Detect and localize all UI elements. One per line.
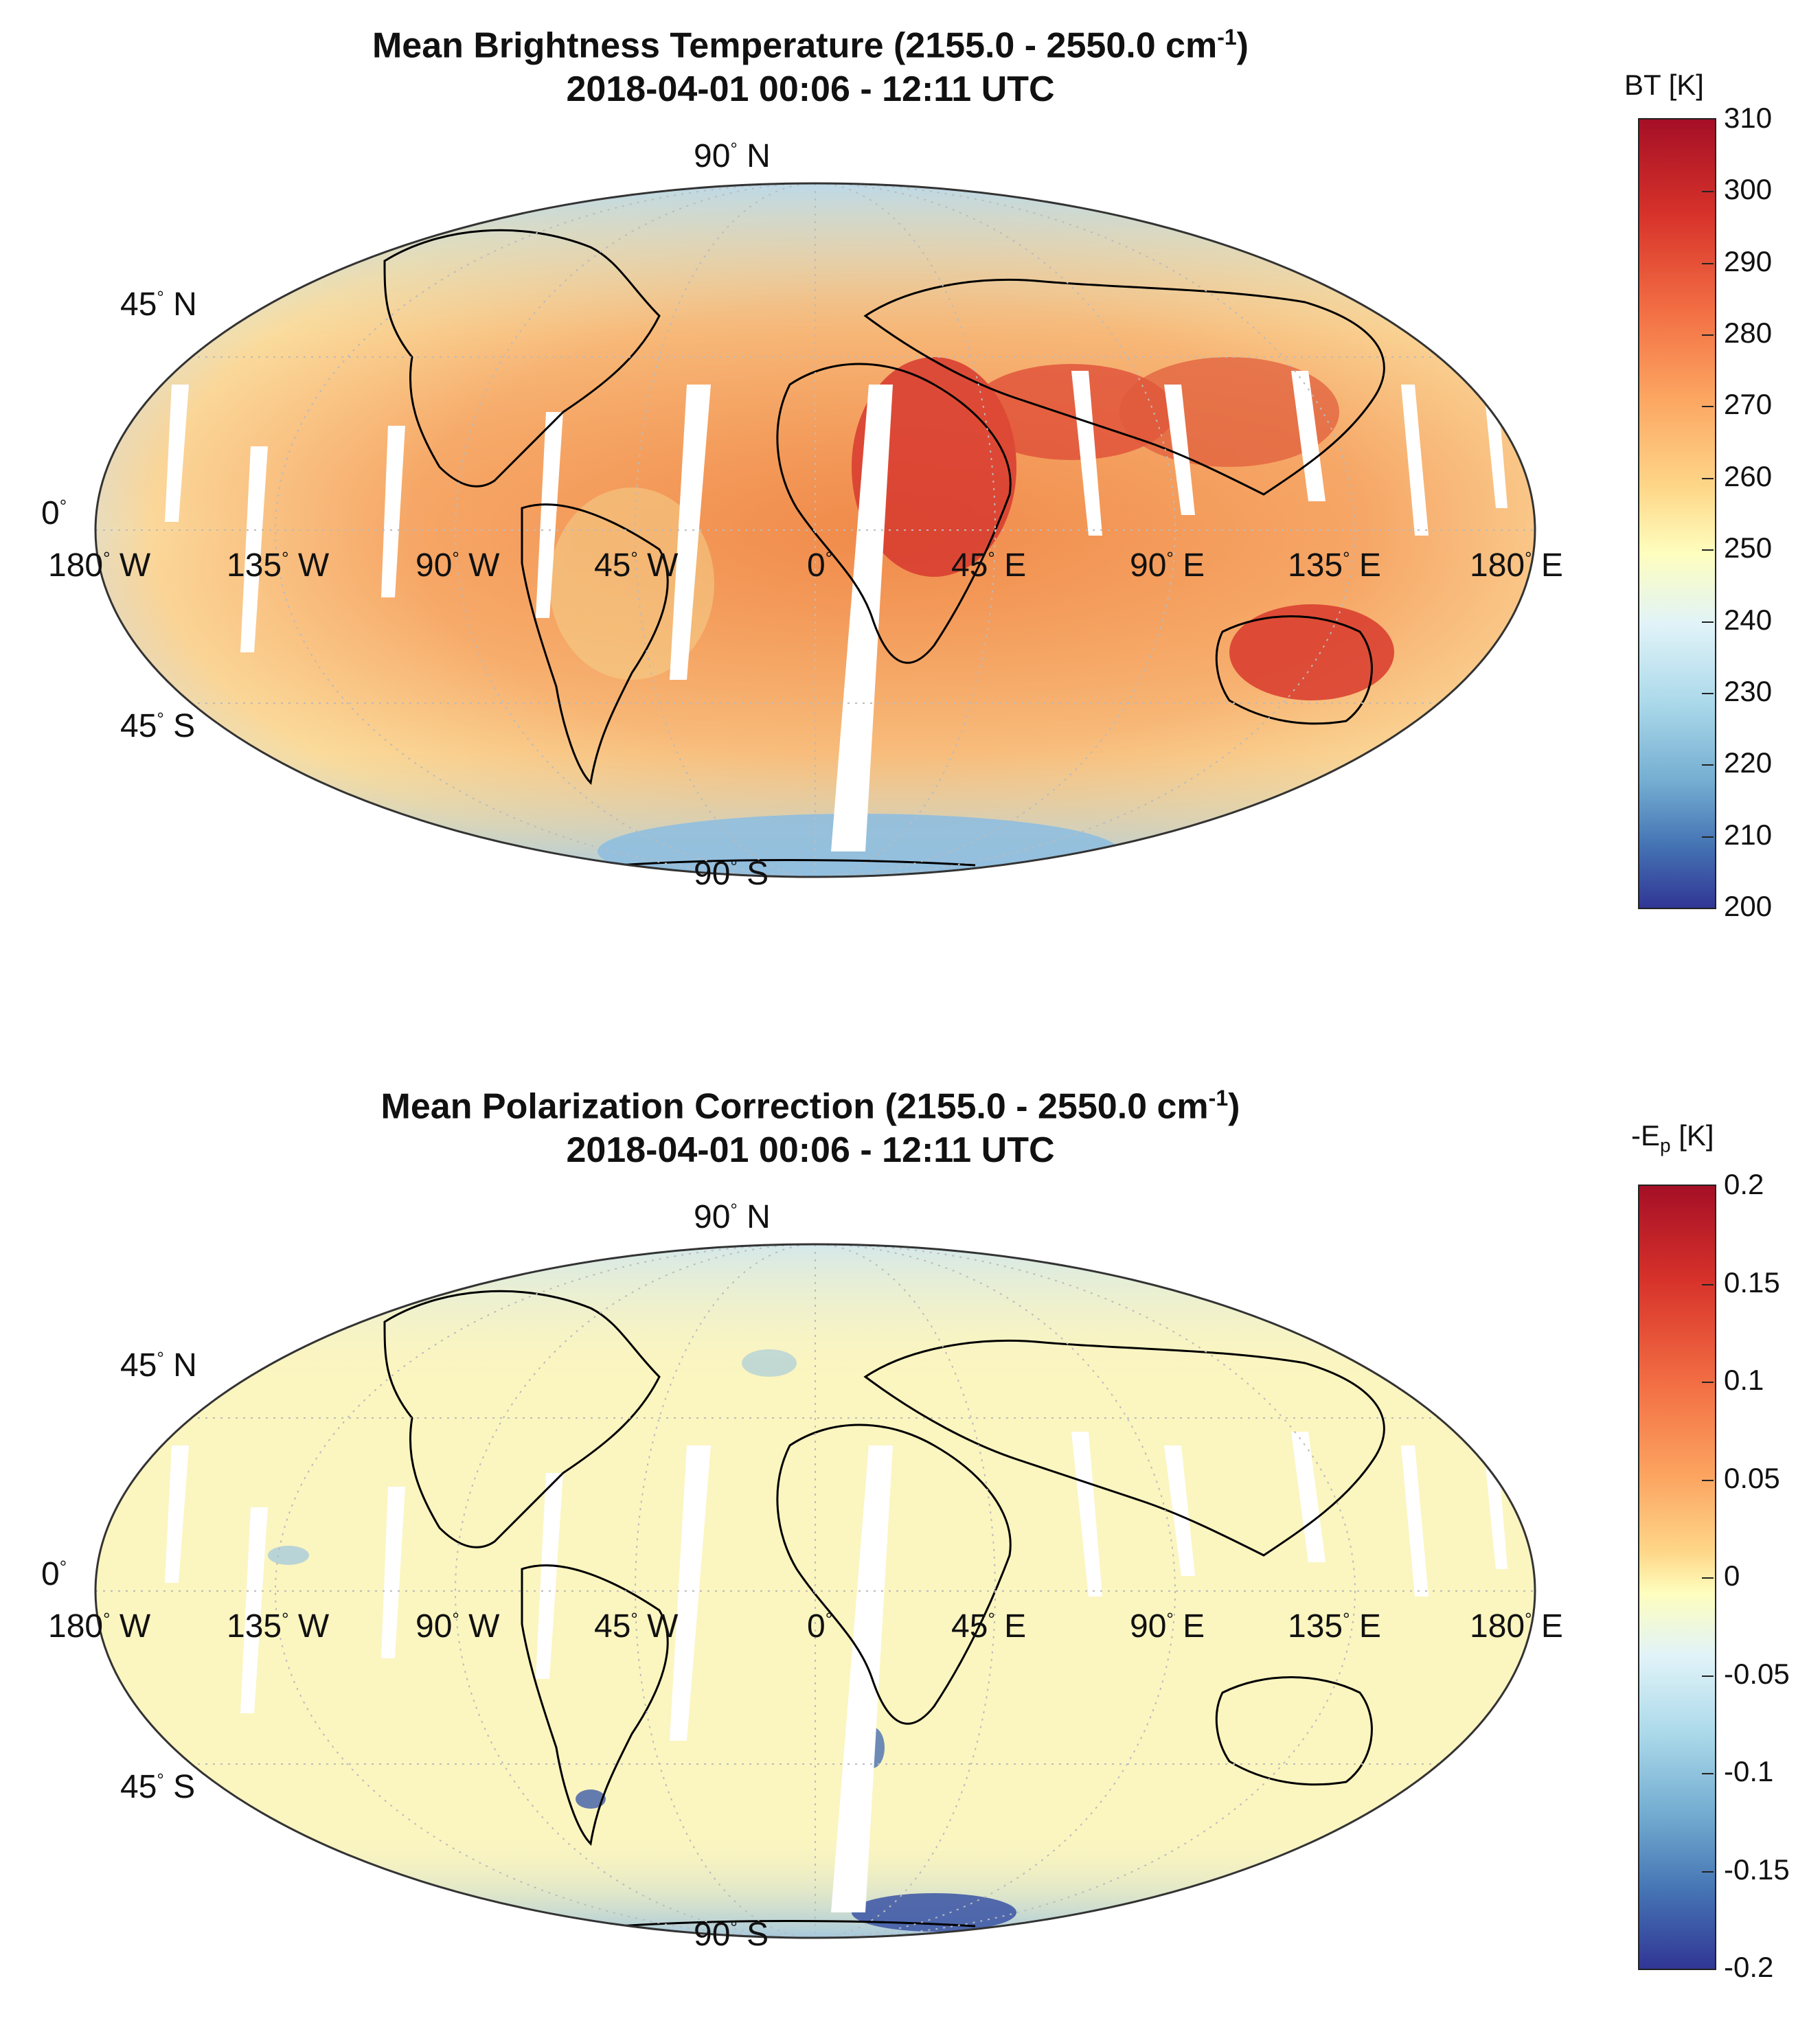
colorbar-tick-label: -0.15 [1724,1853,1790,1886]
colorbar-tick-mark [1702,406,1714,408]
pc-lon-0-label: 0° [807,1608,833,1645]
pc-lon-135e-label: 135° E [1288,1608,1381,1645]
bt-lon-135e-label: 135° E [1288,547,1381,584]
bt-lon-45e-label: 45° E [951,547,1027,584]
pc-title-line1: Mean Polarization Correction (2155.0 - 2… [380,1086,1240,1127]
colorbar-tick-mark [1702,334,1714,336]
colorbar-tick-label: 0.2 [1724,1168,1764,1200]
colorbar-tick-mark [1702,1773,1714,1774]
pc-lat-45n-label: 45° N [120,1347,197,1384]
colorbar-tick-mark [1702,477,1714,479]
bt-lat-45n-label: 45° N [120,286,197,323]
pc-lon-135w-label: 135° W [227,1608,330,1645]
pc-lon-45w-label: 45° W [594,1608,679,1645]
colorbar-tick-label: 280 [1724,317,1773,350]
pc-coastlines [383,1290,1385,1928]
colorbar-tick-label: 230 [1724,674,1773,707]
colorbar-tick-label: 250 [1724,531,1773,564]
pc-lat-0-label: 0° [41,1556,67,1592]
pc-lon-180w-label: 180° W [48,1608,151,1645]
bt-map-field [95,183,1535,877]
pc-title-line2: 2018-04-01 00:06 - 12:11 UTC [566,1130,1055,1170]
bt-map-border [94,182,1536,878]
colorbar-tick-label: 0 [1724,1559,1740,1592]
colorbar-tick-mark [1702,191,1714,193]
colorbar-tick-mark [1702,1382,1714,1383]
colorbar-tick-label: -0.1 [1724,1755,1774,1787]
brightness-temperature-panel: Mean Brightness Temperature (2155.0 - 25… [0,0,1820,975]
colorbar-tick-label: 0.1 [1724,1364,1764,1396]
colorbar-tick-label: 290 [1724,244,1773,277]
bt-lon-90e-label: 90° E [1130,547,1205,584]
colorbar-tick-label: -0.2 [1724,1951,1774,1983]
colorbar-tick-mark [1702,1577,1714,1579]
bt-coastlines [383,229,1385,867]
bt-lat-0-label: 0° [41,495,67,531]
colorbar-tick-label: 240 [1724,603,1773,636]
bt-graticule [95,183,1535,877]
colorbar-tick-label: 220 [1724,746,1773,779]
colorbar-tick-label: 0.15 [1724,1266,1780,1299]
colorbar-tick-label: 200 [1724,890,1773,922]
pc-lon-90w-label: 90° W [416,1608,500,1645]
bt-title-line2: 2018-04-01 00:06 - 12:11 UTC [566,69,1055,109]
bt-colorbar [1638,118,1716,909]
colorbar-tick-mark [1702,764,1714,766]
colorbar-tick-mark [1702,1283,1714,1285]
polarization-correction-panel: Mean Polarization Correction (2155.0 - 2… [0,1061,1820,2036]
colorbar-tick-label: 300 [1724,173,1773,206]
bt-lat-90n-label: 90° N [694,138,771,174]
pc-lon-90e-label: 90° E [1130,1608,1205,1645]
pc-lat-45s-label: 45° S [120,1769,196,1805]
colorbar-tick-label: -0.05 [1724,1657,1790,1690]
pc-map [94,1243,1536,1939]
colorbar-tick-mark [1702,549,1714,551]
bt-lon-45w-label: 45° W [594,547,679,584]
colorbar-tick-label: 310 [1724,102,1773,134]
pc-graticule [95,1244,1535,1938]
colorbar-tick-label: 210 [1724,818,1773,851]
colorbar-tick-mark [1702,1675,1714,1677]
bt-lat-90s-label: 90° S [694,856,769,892]
pc-colorbar-label: -Ep [K] [1631,1119,1714,1156]
colorbar-tick-mark [1702,1871,1714,1873]
colorbar-tick-mark [1702,836,1714,838]
colorbar-tick-label: 270 [1724,388,1773,421]
pc-map-border [94,1243,1536,1939]
bt-colorbar-label: BT [K] [1624,69,1704,101]
bt-map [94,182,1536,878]
colorbar-tick-mark [1702,262,1714,264]
pc-lon-180e-label: 180° E [1470,1608,1563,1645]
colorbar-tick-mark [1702,692,1714,694]
pc-lon-45e-label: 45° E [951,1608,1027,1645]
bt-lon-0-label: 0° [807,547,833,584]
colorbar-tick-mark [1702,1479,1714,1481]
pc-lat-90n-label: 90° N [694,1199,771,1235]
colorbar-tick-mark [1702,621,1714,623]
pc-lat-90s-label: 90° S [694,1917,769,1953]
bt-lat-45s-label: 45° S [120,708,196,744]
bt-lon-90w-label: 90° W [416,547,500,584]
bt-lon-180w-label: 180° W [48,547,151,584]
colorbar-tick-label: 0.05 [1724,1461,1780,1494]
bt-lon-135w-label: 135° W [227,547,330,584]
colorbar-tick-label: 260 [1724,459,1773,492]
bt-title-line1: Mean Brightness Temperature (2155.0 - 25… [372,25,1249,66]
bt-lon-180e-label: 180° E [1470,547,1563,584]
